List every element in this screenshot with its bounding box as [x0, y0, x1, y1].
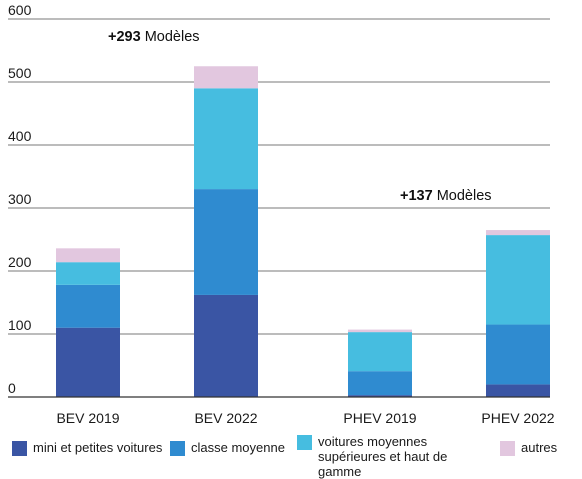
legend-label: autres — [521, 440, 558, 455]
y-tick-label: 0 — [8, 380, 16, 396]
x-tick-label: BEV 2019 — [56, 410, 119, 426]
x-tick-label: PHEV 2019 — [343, 410, 416, 426]
bar-segment — [486, 230, 550, 236]
bar-segment — [56, 248, 120, 263]
bar-segment — [348, 371, 412, 396]
y-axis-ticks: 0 100 200 300 400 500 600 — [8, 2, 32, 396]
y-tick-label: 200 — [8, 254, 32, 270]
legend: mini et petites voitures classe moyenne … — [0, 432, 582, 479]
y-tick-label: 300 — [8, 191, 32, 207]
bar-segment — [348, 395, 412, 397]
bar-segment — [194, 189, 258, 295]
bars — [8, 66, 550, 398]
bar-segment — [348, 332, 412, 372]
bar-segment — [486, 235, 550, 325]
bar-segment — [56, 327, 120, 397]
bar-segment — [194, 88, 258, 190]
bar-segment — [194, 66, 258, 89]
legend-swatch — [170, 441, 185, 456]
legend-item-mini: mini et petites voitures — [12, 440, 162, 456]
x-tick-label: BEV 2022 — [194, 410, 257, 426]
x-tick-label: PHEV 2022 — [481, 410, 554, 426]
legend-item-classe-moyenne: classe moyenne — [170, 440, 285, 456]
legend-item-haut-de-gamme: voitures moyennes supérieures et haut de… — [297, 434, 487, 479]
bar-segment — [56, 284, 120, 328]
legend-swatch — [500, 441, 515, 456]
y-tick-label: 400 — [8, 128, 32, 144]
annotation-bev: +293 Modèles — [108, 29, 200, 45]
legend-label: mini et petites voitures — [33, 440, 163, 455]
legend-swatch — [12, 441, 27, 456]
x-axis-labels: BEV 2019 BEV 2022 PHEV 2019 PHEV 2022 — [56, 410, 554, 426]
y-tick-label: 500 — [8, 65, 32, 81]
bar-segment — [486, 324, 550, 385]
bar-segment — [348, 329, 412, 333]
y-tick-label: 600 — [8, 2, 32, 18]
bar-segment — [486, 384, 550, 397]
annotation-phev: +137 Modèles — [400, 188, 492, 204]
bar-segment — [56, 262, 120, 285]
legend-swatch — [297, 435, 312, 450]
legend-label: voitures moyennes supérieures et haut de… — [318, 434, 448, 479]
y-tick-label: 100 — [8, 317, 32, 333]
legend-item-autres: autres — [500, 440, 557, 456]
annotations: +293 Modèles +137 Modèles — [108, 29, 492, 204]
legend-label: classe moyenne — [191, 440, 285, 455]
bar-segment — [194, 294, 258, 397]
